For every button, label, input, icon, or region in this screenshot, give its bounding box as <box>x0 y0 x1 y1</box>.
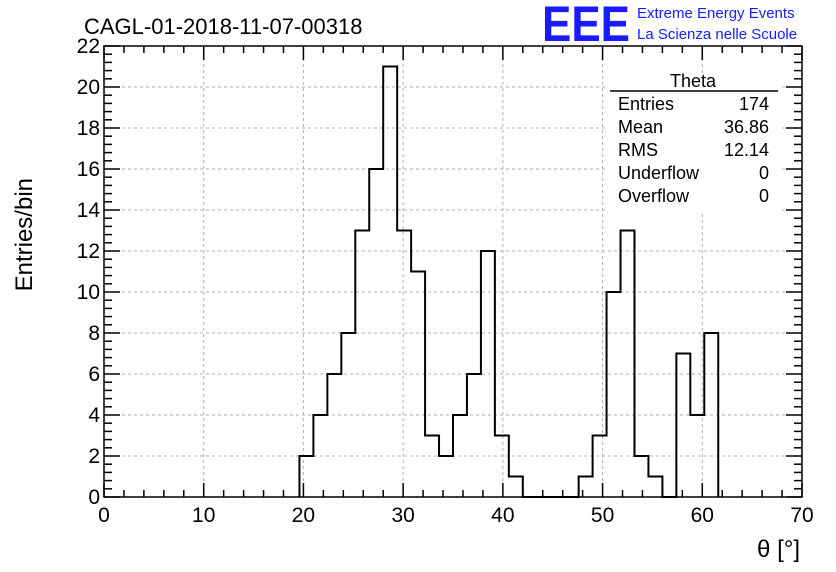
y-axis-title: Entries/bin <box>11 178 38 291</box>
y-tick-label: 8 <box>88 322 100 345</box>
run-title: CAGL-01-2018-11-07-00318 <box>84 14 362 39</box>
histogram-bin <box>704 333 718 497</box>
y-tick-label: 12 <box>77 240 100 263</box>
axis-ticks <box>103 45 803 498</box>
histogram-bin <box>313 415 327 497</box>
brand-line-2: La Scienza nelle Scuole <box>637 26 797 43</box>
histogram-bin <box>495 436 509 498</box>
x-tick-label: 0 <box>98 504 110 527</box>
stats-box-title: Theta <box>670 71 717 91</box>
stats-row-value: 0 <box>759 186 769 206</box>
histogram-bin <box>621 231 635 498</box>
histogram-series <box>298 65 720 498</box>
histogram-bin <box>383 67 397 498</box>
y-tick-label: 0 <box>88 486 100 509</box>
y-tick-label: 6 <box>88 363 100 386</box>
histogram-bin <box>439 456 453 497</box>
x-tick-label: 70 <box>790 504 813 527</box>
x-tick-label: 40 <box>491 504 514 527</box>
y-tick-label: 18 <box>77 117 100 140</box>
histogram-bin <box>411 272 425 498</box>
stats-box: Theta Entries 174 Mean 36.86 RMS 12.14 Underfl… <box>608 71 780 213</box>
stats-row-value: 36.86 <box>724 117 769 137</box>
x-tick-label: 10 <box>192 504 215 527</box>
histogram-bin <box>607 292 621 497</box>
x-tick-label: 30 <box>391 504 414 527</box>
histogram-bin <box>369 169 383 497</box>
x-tick-label: 50 <box>591 504 614 527</box>
stats-row-label: RMS <box>618 140 658 160</box>
histogram-bin <box>425 436 439 498</box>
stats-row-label: Overflow <box>618 186 690 206</box>
x-tick-label: 20 <box>292 504 315 527</box>
stats-row-label: Underflow <box>618 163 700 183</box>
histogram-bin <box>467 374 481 497</box>
y-tick-label: 16 <box>77 158 100 181</box>
histogram-bin <box>676 354 690 498</box>
histogram-bin <box>453 415 467 497</box>
histogram-bin <box>481 251 495 497</box>
plot-frame <box>103 45 803 498</box>
x-axis-title: θ [°] <box>757 536 800 563</box>
stats-rows: Entries 174 Mean 36.86 RMS 12.14 Underflow 0 Ove… <box>618 94 769 206</box>
brand-line-1: Extreme Energy Events <box>637 5 795 22</box>
y-tick-label: 22 <box>77 35 100 58</box>
stats-row-value: 12.14 <box>724 140 769 160</box>
eee-logo-text: EEE <box>542 0 630 52</box>
histogram-bin <box>579 477 593 498</box>
histogram-bin <box>299 456 313 497</box>
histogram-bin <box>397 231 411 498</box>
histogram-bin <box>648 477 662 498</box>
stats-row-value: 174 <box>739 94 769 114</box>
y-tick-label: 10 <box>77 281 100 304</box>
histogram-outline <box>298 65 720 498</box>
y-tick-label: 14 <box>77 199 101 222</box>
stats-row-value: 0 <box>759 163 769 183</box>
histogram-bin <box>341 333 355 497</box>
eee-logo: EEE <box>542 0 630 52</box>
stats-row-label: Entries <box>618 94 674 114</box>
histogram-bin <box>634 456 648 497</box>
x-tick-label: 60 <box>691 504 714 527</box>
histogram-bin <box>355 231 369 498</box>
y-tick-labels: 0 2 4 6 8 10 12 14 16 18 20 22 <box>77 35 101 509</box>
histogram-bin <box>509 477 523 498</box>
stats-box-background <box>608 73 780 213</box>
y-tick-label: 2 <box>88 445 100 468</box>
x-tick-labels: 0 10 20 30 40 50 60 70 <box>98 504 814 527</box>
y-tick-label: 4 <box>88 404 100 427</box>
y-tick-label: 20 <box>77 76 100 99</box>
histogram-bin <box>593 436 607 498</box>
stats-row-label: Mean <box>618 117 663 137</box>
histogram-bin <box>327 374 341 497</box>
